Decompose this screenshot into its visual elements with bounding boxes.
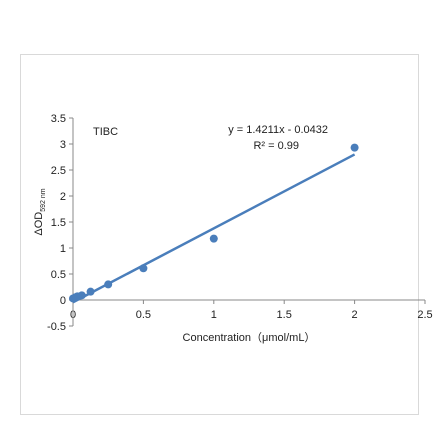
y-tick-label: 1.5 bbox=[51, 217, 66, 229]
y-tick-label: 3 bbox=[60, 139, 66, 151]
trendline bbox=[72, 153, 356, 304]
chart-frame bbox=[20, 54, 419, 415]
y-tick-label: 2 bbox=[60, 191, 66, 203]
y-tick-label: 3.5 bbox=[51, 113, 66, 125]
data-point bbox=[77, 291, 86, 300]
x-tick-labels: 00.511.522.5 bbox=[70, 309, 433, 321]
x-tick-label: 1 bbox=[211, 309, 217, 321]
data-point bbox=[139, 264, 148, 273]
x-axis-label: Concentration（μmol/mL） bbox=[183, 331, 316, 344]
data-point bbox=[209, 234, 218, 243]
x-tick-label: 2 bbox=[352, 309, 358, 321]
data-points bbox=[69, 143, 359, 303]
y-tick-label: 0 bbox=[60, 295, 66, 307]
y-tick-label: 0.5 bbox=[51, 269, 66, 281]
x-tick-label: 2.5 bbox=[417, 309, 432, 321]
data-point bbox=[350, 143, 359, 152]
y-tick-label: 2.5 bbox=[51, 165, 66, 177]
r-squared-label: R² = 0.99 bbox=[253, 140, 299, 152]
y-tick-label: 1 bbox=[60, 243, 66, 255]
y-axis-label-sub: 592 nm bbox=[40, 188, 47, 212]
y-axis-label-main: ΔOD bbox=[33, 212, 45, 236]
trendline-equation: y = 1.4211x - 0.0432 bbox=[228, 124, 328, 136]
svg-text:ΔOD592 nm: ΔOD592 nm bbox=[33, 188, 47, 235]
y-axis-label: ΔOD592 nm bbox=[33, 188, 47, 235]
y-tick-label: -0.5 bbox=[47, 321, 66, 333]
chart-title: TIBC bbox=[93, 126, 118, 138]
y-tick-labels: -0.5 0 0.5 1 1.5 2 2.5 3 3.5 bbox=[47, 113, 66, 333]
x-tick-label: 1.5 bbox=[277, 309, 292, 321]
x-tick-label: 0.5 bbox=[136, 309, 151, 321]
x-tick-marks bbox=[72, 300, 426, 304]
data-point bbox=[86, 287, 95, 296]
data-point bbox=[104, 280, 113, 289]
